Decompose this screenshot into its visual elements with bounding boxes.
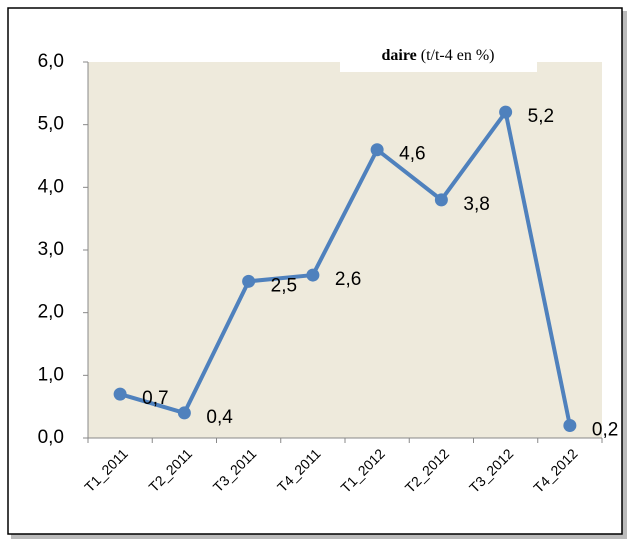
plot-area xyxy=(88,62,602,438)
y-tick-label: 6,0 xyxy=(38,51,64,72)
y-tick-label: 5,0 xyxy=(38,114,64,135)
marker xyxy=(499,105,513,119)
data-label: 0,4 xyxy=(206,407,233,428)
y-tick-label: 2,0 xyxy=(38,302,64,323)
title-bold: daire xyxy=(381,47,416,64)
marker xyxy=(113,387,127,401)
marker xyxy=(563,418,577,432)
data-label: 3,8 xyxy=(463,194,489,215)
y-tick-label: 4,0 xyxy=(38,176,64,197)
y-tick-label: 1,0 xyxy=(38,364,64,385)
title-rest: (t/t-4 en %) xyxy=(421,47,495,64)
data-label: 5,2 xyxy=(528,106,554,127)
title-box xyxy=(340,38,537,72)
marker xyxy=(306,268,320,282)
line xyxy=(119,110,572,426)
marker xyxy=(177,406,191,420)
marker xyxy=(242,274,256,288)
data-label: 4,6 xyxy=(399,144,425,165)
chart-title: daire (t/t-4 en %) xyxy=(381,47,494,64)
y-tick-label: 0,0 xyxy=(38,427,64,448)
marker xyxy=(434,193,448,207)
data-label: 0,7 xyxy=(142,388,168,409)
marker xyxy=(370,143,384,157)
data-label: 2,5 xyxy=(271,275,297,296)
y-tick-label: 3,0 xyxy=(38,239,64,260)
data-label: 0,2 xyxy=(592,419,618,440)
data-label: 2,6 xyxy=(335,269,361,290)
